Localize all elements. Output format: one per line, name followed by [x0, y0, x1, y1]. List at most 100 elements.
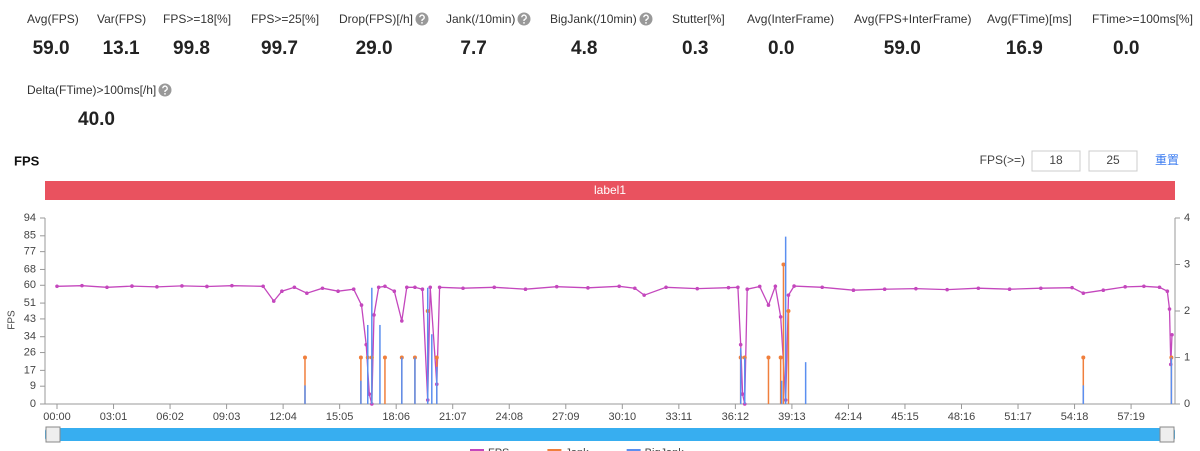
fps-point [180, 284, 184, 288]
banner-label: label1 [594, 183, 626, 197]
y-tick-label: 26 [24, 346, 36, 358]
x-tick-label: 09:03 [213, 411, 241, 423]
fps-point [740, 392, 745, 396]
x-tick-label: 21:07 [439, 411, 467, 423]
y-tick-label: 85 [24, 230, 36, 242]
input[interactable] [1031, 150, 1081, 172]
fps-point [976, 286, 981, 291]
fps-point [914, 286, 918, 291]
fps-point [695, 286, 700, 291]
x-tick-label: 15:05 [326, 411, 354, 423]
x-tick-label: 36:12 [722, 411, 750, 423]
fps-point [428, 285, 433, 290]
stat: Var(FPS) 13.1 [97, 12, 146, 60]
stat-label: FTime>=100ms[%] [1092, 12, 1193, 26]
fps-point [55, 284, 59, 289]
stem-dot [302, 355, 307, 360]
stem-dot [358, 355, 363, 360]
x-tick-label: 39:13 [778, 411, 806, 423]
fps-point [351, 287, 356, 292]
stat-label: Var(FPS) [97, 12, 147, 26]
stat: Delta(FTime)>100ms[/h] 40.0 [27, 83, 172, 131]
range-slider[interactable] [45, 428, 1175, 441]
legend-swatch [470, 449, 484, 451]
stem-dot [778, 355, 783, 360]
x-tick-label: 57:19 [1117, 411, 1145, 423]
fps-point [461, 286, 465, 291]
x-tick-label: 12:04 [269, 411, 297, 423]
stat: FPS>=18[%] 99.8 [163, 12, 231, 60]
fps-point [292, 285, 297, 290]
fps-point [773, 284, 778, 289]
stat-value: 99.8 [173, 38, 210, 59]
fps-point [882, 287, 887, 292]
fps-point [664, 285, 668, 290]
fps-point [305, 291, 309, 295]
fps-point [376, 285, 381, 290]
stem-dot [1081, 355, 1086, 360]
stat-value: 0.0 [768, 38, 795, 59]
x-tick-label: 51:17 [1004, 411, 1032, 423]
legend-label: BigJank [645, 447, 685, 451]
fps-point [261, 284, 265, 289]
help-icon[interactable] [517, 12, 531, 26]
y-tick-label: 94 [24, 212, 36, 224]
y-tick-label: 34 [24, 331, 36, 343]
y-tick-label: 9 [30, 380, 36, 392]
fps-point [1123, 285, 1127, 289]
stat-label: FPS>=18[%] [163, 12, 232, 26]
fps-point [745, 287, 750, 292]
stat-label: BigJank(/10min) [550, 12, 653, 26]
fps-point [633, 286, 637, 291]
fps-point [778, 315, 783, 319]
stat: Avg(InterFrame) 0.0 [747, 12, 834, 60]
stat-label: Delta(FTime)>100ms[/h] [27, 83, 172, 97]
help-icon[interactable] [415, 12, 429, 26]
fps-point [757, 284, 762, 289]
x-tick-label: 30:10 [609, 411, 637, 423]
stat-value: 29.0 [355, 38, 393, 59]
y-tick-label: 60 [24, 279, 36, 291]
fps-point [617, 284, 621, 289]
stem-dot [786, 309, 791, 313]
fps-point [492, 285, 497, 290]
fps-point [554, 284, 559, 289]
y2-tick-label: 3 [1184, 258, 1190, 270]
stat: Avg(FTime)[ms] 16.9 [987, 12, 1072, 60]
stat-value: 0.3 [682, 38, 709, 59]
stat: Drop(FPS)[/h] 29.0 [339, 12, 429, 60]
fps-point [392, 289, 397, 294]
y2-tick-label: 2 [1184, 305, 1190, 317]
fps-point [105, 285, 109, 290]
slider-handle[interactable] [45, 426, 61, 443]
input[interactable] [1088, 150, 1138, 172]
fps-point [1170, 332, 1174, 337]
stat-value: 99.7 [261, 38, 298, 59]
slider-handle[interactable] [1159, 426, 1175, 443]
input-value[interactable]: 18 [1049, 153, 1063, 167]
chart-title: FPS [14, 153, 40, 168]
y-tick-label: 77 [24, 246, 36, 258]
fps-point [1039, 286, 1043, 291]
stat: FTime>=100ms[%] 0.0 [1092, 12, 1193, 60]
reset-link[interactable]: 重置 [1155, 153, 1179, 167]
fps-point [786, 293, 791, 297]
stat-label: Drop(FPS)[/h] [339, 12, 429, 26]
fps-point [1081, 291, 1086, 295]
stat-label: Avg(FTime)[ms] [987, 12, 1072, 26]
stat-label: Avg(FPS+InterFrame) [854, 12, 972, 26]
stem-dot [766, 355, 771, 360]
y2-tick-label: 4 [1184, 212, 1190, 224]
legend-swatch [626, 449, 641, 451]
fps-point [792, 284, 796, 288]
stat-value: 13.1 [102, 38, 140, 59]
fps-point [336, 289, 340, 294]
fps-point [271, 299, 276, 303]
input-value[interactable]: 25 [1106, 153, 1120, 167]
help-icon[interactable] [158, 83, 172, 97]
help-icon[interactable] [639, 12, 653, 26]
stat: Stutter[%] 0.3 [672, 12, 725, 60]
fps-point [383, 284, 387, 289]
